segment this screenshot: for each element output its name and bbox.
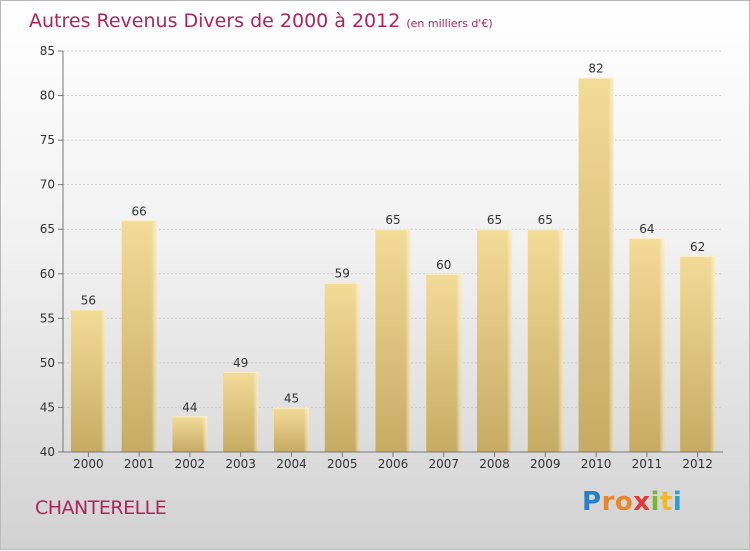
chart-unit: (en milliers d'€) (406, 17, 493, 30)
x-tick-label-2011: 2011 (632, 457, 663, 471)
y-tick-label-85: 85 (40, 44, 55, 58)
data-label-2011: 64 (639, 222, 654, 236)
chart-title: Autres Revenus Divers de 2000 à 2012 (29, 10, 401, 32)
data-label-2002: 44 (182, 400, 197, 414)
bar-highlight-2002 (172, 416, 208, 452)
data-label-2007: 60 (436, 258, 451, 272)
y-tick-label-40: 40 (40, 445, 55, 459)
y-tick-label-45: 45 (40, 400, 55, 414)
logo-letter: i (672, 487, 683, 517)
logo-letter: t (659, 487, 673, 517)
logo-letter: i (650, 487, 660, 517)
bar-highlight-2006 (375, 229, 411, 452)
data-label-2010: 82 (588, 62, 603, 76)
data-label-2004: 45 (284, 391, 299, 405)
x-tick-label-2003: 2003 (225, 457, 256, 471)
x-tick-label-2009: 2009 (530, 457, 561, 471)
y-tick-label-80: 80 (40, 89, 55, 103)
y-tick-label-75: 75 (40, 133, 55, 147)
bars-layer: 56 66 44 49 45 59 65 60 65 65 82 64 62 (70, 62, 716, 452)
x-tick-label-2006: 2006 (378, 457, 409, 471)
y-tick-label-65: 65 (40, 222, 55, 236)
x-tick-label-2007: 2007 (428, 457, 459, 471)
y-tick-label-50: 50 (40, 356, 55, 370)
x-tick-label-2010: 2010 (581, 457, 612, 471)
bar-highlight-2004 (273, 407, 309, 452)
data-label-2000: 56 (81, 293, 96, 307)
y-tick-label-70: 70 (40, 178, 55, 192)
data-label-2006: 65 (385, 213, 400, 227)
proxiti-logo[interactable]: Proxiti (582, 487, 682, 517)
bar-highlight-2007 (426, 273, 462, 452)
bar-highlight-2009 (527, 229, 563, 452)
data-label-2001: 66 (132, 204, 147, 218)
logo-letter: P (582, 487, 602, 517)
x-tick-label-2012: 2012 (682, 457, 713, 471)
x-tick-label-2000: 2000 (73, 457, 104, 471)
data-label-2003: 49 (233, 356, 248, 370)
bar-highlight-2000 (70, 309, 106, 452)
bar-highlight-2001 (121, 220, 157, 452)
x-tick-label-2001: 2001 (124, 457, 155, 471)
x-tick-label-2005: 2005 (327, 457, 358, 471)
data-label-2012: 62 (690, 240, 705, 254)
data-label-2009: 65 (538, 213, 553, 227)
x-tick-label-2004: 2004 (276, 457, 307, 471)
y-tick-label-55: 55 (40, 311, 55, 325)
data-label-2005: 59 (335, 267, 350, 281)
y-tick-label-60: 60 (40, 267, 55, 281)
logo-letter: r (601, 487, 615, 517)
bar-highlight-2010 (578, 77, 614, 452)
axes-layer: 40 45 50 55 60 65 70 75 80 85 2000 2001 2002 2003 2004… (40, 44, 723, 471)
x-tick-label-2008: 2008 (479, 457, 510, 471)
bar-highlight-2003 (223, 371, 259, 452)
logo-letter: o (614, 487, 634, 517)
chart-title-row: Autres Revenus Divers de 2000 à 2012 (en … (29, 10, 493, 32)
bar-highlight-2011 (629, 238, 665, 452)
x-tick-label-2002: 2002 (175, 457, 206, 471)
logo-letter: x (633, 487, 651, 517)
bar-highlight-2012 (680, 255, 716, 452)
data-label-2008: 65 (487, 213, 502, 227)
bar-highlight-2005 (324, 282, 360, 452)
bar-highlight-2008 (477, 229, 513, 452)
commune-name: CHANTERELLE (35, 497, 167, 519)
